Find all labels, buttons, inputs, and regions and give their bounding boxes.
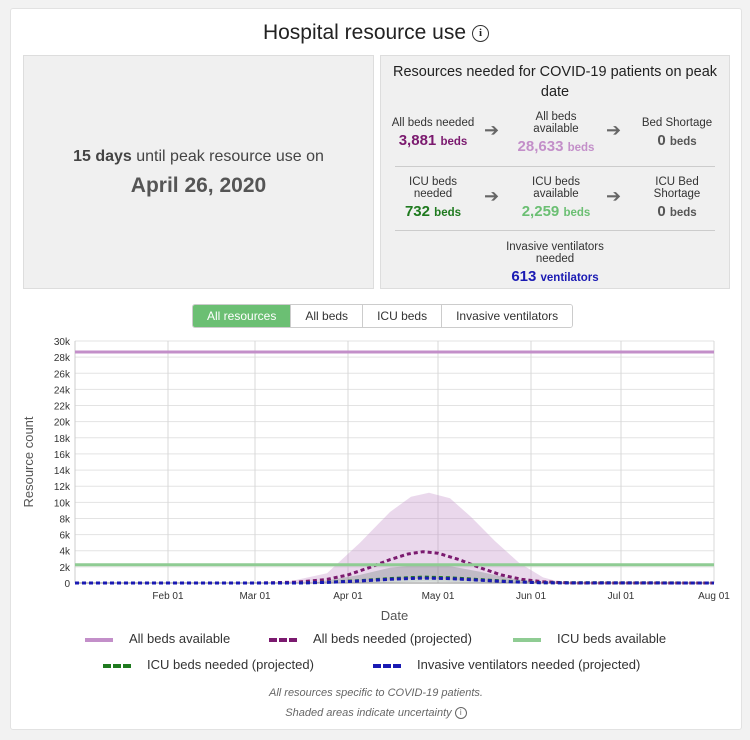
icu-bed-shortage-label: ICU Bed Shortage xyxy=(653,176,701,200)
x-tick-label: Mar 01 xyxy=(239,591,271,602)
legend-swatch xyxy=(85,638,113,642)
peak-date: April 26, 2020 xyxy=(130,174,267,197)
arrow-right-icon: ➔ xyxy=(484,120,500,140)
all-beds-needed-value: 3,881 beds xyxy=(398,132,468,149)
x-tick-label: May 01 xyxy=(422,591,455,602)
y-axis-label: Resource count xyxy=(21,416,36,507)
series-line xyxy=(75,550,714,585)
y-tick-label: 0 xyxy=(64,579,70,590)
y-tick-label: 2k xyxy=(59,563,71,574)
y-tick-label: 12k xyxy=(54,482,71,493)
arrow-right-icon: ➔ xyxy=(606,120,622,140)
x-tick-label: Jul 01 xyxy=(608,591,635,602)
divider xyxy=(395,230,715,231)
all-beds-available: All beds available 28,633 beds xyxy=(509,111,603,154)
y-tick-label: 8k xyxy=(59,514,71,525)
hospital-resource-card: Hospital resource use i 15 days until pea… xyxy=(10,8,742,730)
icu-beds-needed: ICU beds needed 732 beds xyxy=(385,176,481,219)
tab-all-resources[interactable]: All resources xyxy=(193,305,291,327)
icu-beds-available: ICU beds available 2,259 beds xyxy=(509,176,603,219)
peak-summary-box: 15 days until peak resource use on April… xyxy=(23,55,374,289)
peak-days: 15 days xyxy=(73,148,132,165)
y-tick-label: 14k xyxy=(54,466,71,477)
ventilators-label: Invasive ventilators needed xyxy=(506,241,604,265)
tab-all-beds[interactable]: All beds xyxy=(290,305,363,327)
ventilators-value: 613 ventilators xyxy=(511,268,599,285)
resources-title: Resources needed for COVID-19 patients o… xyxy=(392,64,718,100)
y-tick-label: 30k xyxy=(54,337,71,348)
legend-swatch xyxy=(269,638,297,642)
arrow-right-icon: ➔ xyxy=(606,186,622,206)
ventilators-needed: Invasive ventilators needed 613 ventilat… xyxy=(491,241,619,284)
legend-label: All beds available xyxy=(129,631,231,646)
chart-legend: All beds available All beds needed (proj… xyxy=(11,631,739,676)
resources-box: Resources needed for COVID-19 patients o… xyxy=(380,55,730,289)
x-tick-label: Aug 01 xyxy=(698,591,730,602)
legend-label: All beds needed (projected) xyxy=(313,631,472,646)
peak-countdown: 15 days until peak resource use on xyxy=(24,148,373,166)
footnote-uncertainty: Shaded areas indicate uncertainty i xyxy=(11,707,741,719)
legend-label: ICU beds needed (projected) xyxy=(147,657,314,672)
uncertainty-band xyxy=(282,492,564,583)
y-tick-label: 16k xyxy=(54,450,71,461)
bed-shortage-label: Bed Shortage xyxy=(641,117,713,129)
icu-bed-shortage-value: 0 beds xyxy=(657,203,697,220)
x-tick-label: Jun 01 xyxy=(516,591,546,602)
peak-suffix: until peak resource use on xyxy=(131,148,324,165)
uncertainty-band xyxy=(312,564,543,583)
y-tick-label: 26k xyxy=(54,369,71,380)
icu-bed-shortage: ICU Bed Shortage 0 beds xyxy=(631,176,723,219)
arrow-right-icon: ➔ xyxy=(484,186,500,206)
icu-beds-needed-value: 732 beds xyxy=(404,203,462,220)
bed-shortage-value: 0 beds xyxy=(657,132,697,149)
y-tick-label: 24k xyxy=(54,385,71,396)
all-beds-available-value: 28,633 beds xyxy=(517,138,595,155)
x-axis-label: Date xyxy=(381,608,408,623)
page-title: Hospital resource use i xyxy=(11,21,741,45)
legend-swatch xyxy=(513,638,541,642)
icu-beds-needed-label: ICU beds needed xyxy=(409,176,457,200)
legend-label: ICU beds available xyxy=(557,631,667,646)
y-tick-label: 18k xyxy=(54,434,71,445)
all-beds-needed: All beds needed 3,881 beds xyxy=(385,117,481,148)
legend-swatch xyxy=(103,664,131,668)
icu-beds-available-label: ICU beds available xyxy=(532,176,580,200)
y-tick-label: 6k xyxy=(59,531,71,542)
footnote-scope: All resources specific to COVID-19 patie… xyxy=(269,687,483,699)
y-tick-label: 22k xyxy=(54,402,71,413)
x-tick-label: Apr 01 xyxy=(333,591,363,602)
legend-label: Invasive ventilators needed (projected) xyxy=(417,657,641,672)
title-text: Hospital resource use xyxy=(262,21,467,44)
resource-chart: 0 2k 4k 6k 8k 10k 12k 14k 16k 18k 20k 22k 24k 26k 28k 3… xyxy=(21,337,730,623)
all-beds-available-label: All beds available xyxy=(533,111,579,135)
y-tick-label: 10k xyxy=(54,498,71,509)
legend-swatch xyxy=(373,664,401,668)
y-tick-label: 4k xyxy=(59,547,71,558)
y-tick-label: 28k xyxy=(54,353,71,364)
all-beds-needed-label: All beds needed xyxy=(391,117,475,129)
bed-shortage: Bed Shortage 0 beds xyxy=(631,117,723,148)
x-tick-label: Feb 01 xyxy=(152,591,184,602)
info-icon[interactable]: i xyxy=(472,25,490,42)
icu-beds-available-value: 2,259 beds xyxy=(521,203,591,220)
tab-invasive-ventilators[interactable]: Invasive ventilators xyxy=(441,305,573,327)
tab-icu-beds[interactable]: ICU beds xyxy=(362,305,442,327)
y-tick-label: 20k xyxy=(54,418,71,429)
resource-tabs: All resources All beds ICU beds Invasive… xyxy=(192,304,574,328)
info-icon[interactable]: i xyxy=(454,707,467,719)
divider xyxy=(395,166,715,167)
